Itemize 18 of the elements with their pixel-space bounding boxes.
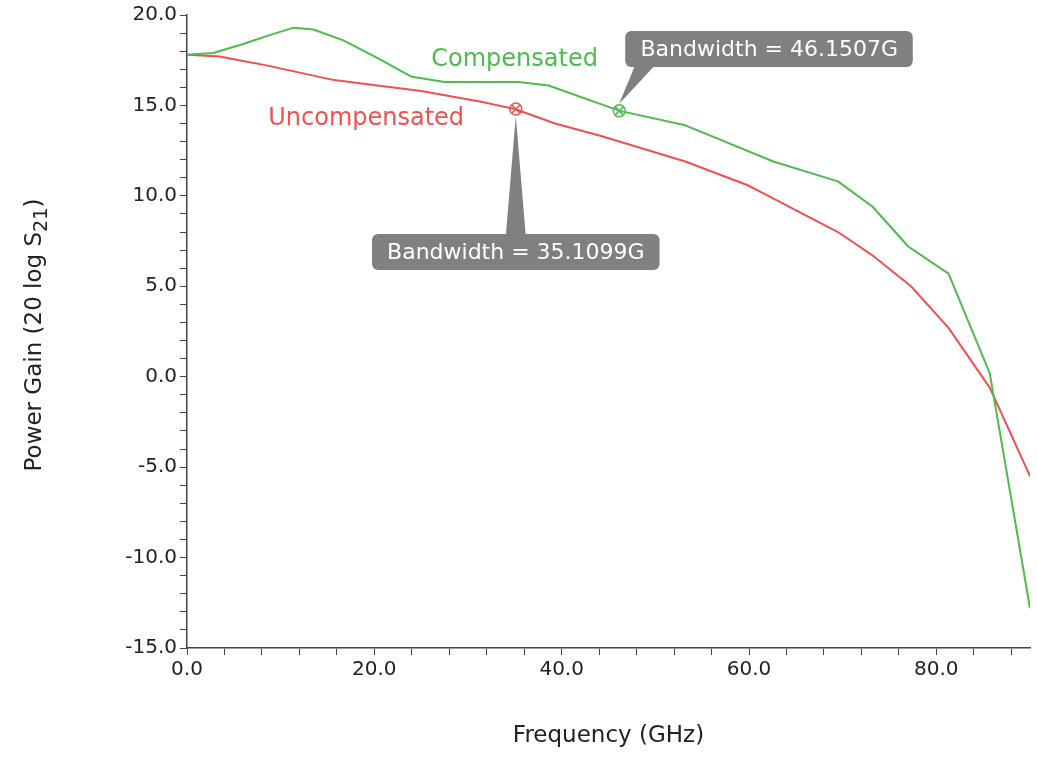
x-tick-label: 20.0: [352, 656, 397, 681]
x-tick-label: 40.0: [539, 656, 584, 681]
y-tick-label: -10.0: [125, 543, 177, 568]
x-tick-label: 80.0: [914, 656, 959, 681]
x-tick-label: 0.0: [171, 656, 203, 681]
y-tick-label: 10.0: [132, 182, 177, 207]
y-tick-label: -15.0: [125, 634, 177, 659]
annotation: Bandwidth = 35.1099G: [372, 234, 660, 271]
x-tick-label: 60.0: [726, 656, 772, 681]
y-tick-label: 0.0: [145, 362, 177, 387]
y-tick-label: -5.0: [137, 453, 177, 478]
annotation: Bandwidth = 46.1507G: [625, 30, 914, 67]
series-label: Compensated: [431, 44, 598, 73]
series-label: Uncompensated: [268, 103, 465, 132]
x-axis-title: Frequency (GHz): [512, 721, 705, 748]
y-tick-label: 20.0: [132, 1, 177, 26]
y-tick-label: 5.0: [145, 272, 177, 297]
y-tick-label: 15.0: [132, 91, 177, 116]
